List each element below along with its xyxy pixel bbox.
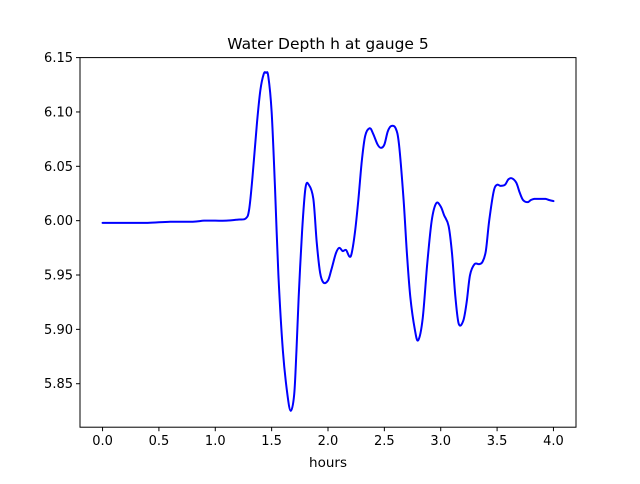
x-tick-label: 2.0 bbox=[318, 434, 339, 449]
x-tick-label: 4.0 bbox=[543, 434, 564, 449]
y-tick-label: 5.95 bbox=[44, 269, 73, 284]
x-tick-label: 3.0 bbox=[430, 434, 451, 449]
x-tick-label: 1.0 bbox=[205, 434, 226, 449]
y-tick-label: 5.90 bbox=[44, 323, 73, 338]
x-tick-label: 3.5 bbox=[487, 434, 508, 449]
ticks-layer: 0.0 0.5 1.0 1.5 2.0 2.5 3.0 3.5 4.0 5.85 5.90 5.95 6… bbox=[44, 51, 564, 449]
plot-frame bbox=[79, 57, 577, 428]
y-tick-label: 6.05 bbox=[44, 160, 73, 175]
x-tick-label: 0.0 bbox=[92, 434, 113, 449]
series-line bbox=[101, 71, 555, 412]
y-tick-label: 6.15 bbox=[44, 51, 73, 66]
y-tick-label: 6.00 bbox=[44, 214, 73, 229]
y-tick-label: 5.85 bbox=[44, 377, 73, 392]
x-tick-label: 2.5 bbox=[374, 434, 395, 449]
y-tick-label: 6.10 bbox=[44, 105, 73, 120]
chart-title: Water Depth h at gauge 5 bbox=[227, 35, 428, 53]
x-tick-label: 1.5 bbox=[261, 434, 282, 449]
x-axis-label: hours bbox=[309, 455, 347, 471]
x-tick-label: 0.5 bbox=[149, 434, 170, 449]
series-layer bbox=[101, 71, 555, 412]
